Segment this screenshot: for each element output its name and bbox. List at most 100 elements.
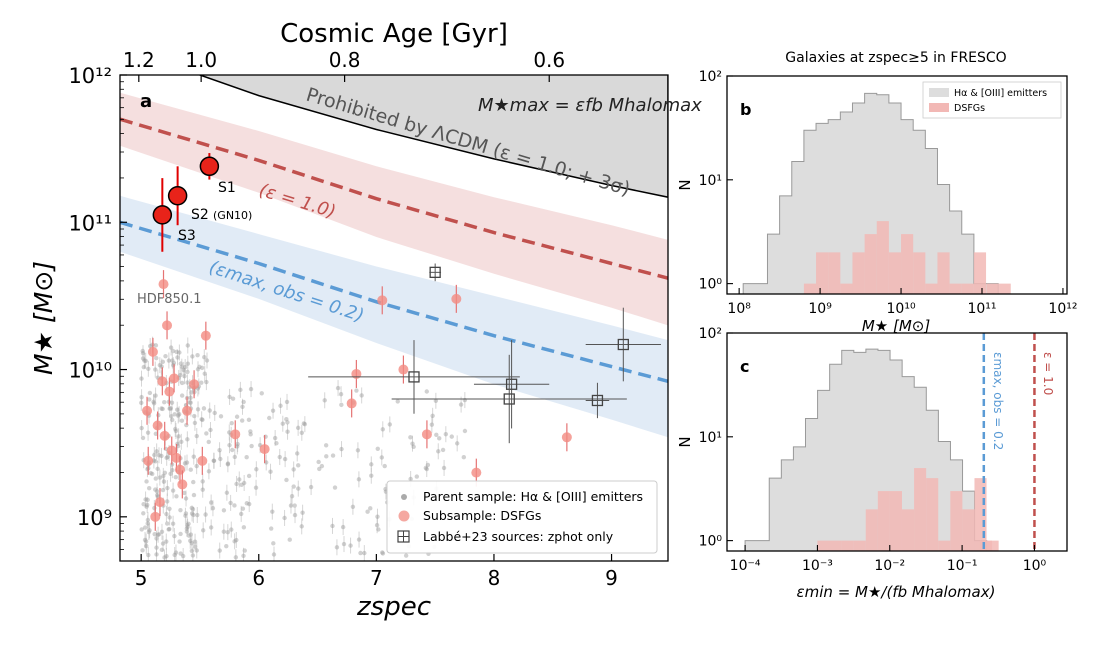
parent-point — [172, 412, 177, 417]
parent-point — [146, 552, 151, 558]
parent-point — [170, 417, 175, 423]
dsfg-point — [174, 464, 185, 475]
parent-point — [208, 500, 214, 505]
parent-point — [139, 400, 144, 406]
red-histogram-bar — [840, 283, 853, 294]
dsfg-point — [166, 445, 177, 456]
y-tick-label: 10⁹ — [77, 506, 112, 530]
legend-b-gray-label: Hα & [OIII] emitters — [954, 88, 1047, 99]
parent-point — [259, 391, 264, 396]
parent-point — [408, 435, 413, 440]
parent-point — [374, 523, 380, 528]
panel-c-ticks: 10⁻⁴ 10⁻³ 10⁻² 10⁻¹ 10⁰ 10⁰ 10¹ 10² — [699, 326, 1047, 574]
parent-point — [232, 539, 237, 544]
parent-point — [195, 353, 200, 358]
parent-point — [229, 420, 234, 426]
parent-point — [141, 511, 146, 516]
parent-point — [218, 456, 223, 462]
parent-point — [195, 512, 200, 518]
red-histogram-bar — [950, 491, 963, 551]
parent-point — [440, 447, 446, 453]
parent-point — [178, 531, 183, 537]
parent-point — [217, 448, 222, 453]
parent-point — [185, 343, 190, 348]
dsfg-point — [421, 429, 432, 440]
parent-point — [269, 526, 274, 531]
dsfg-point — [471, 467, 482, 478]
dsfg-point — [154, 497, 165, 508]
parent-point — [241, 525, 247, 530]
parent-point — [194, 433, 199, 439]
red-histogram-bar — [876, 221, 889, 294]
panel-b-title: Galaxies at zspec≥5 in FRESCO — [785, 50, 1006, 66]
parent-point — [173, 428, 179, 434]
parent-point — [188, 467, 193, 472]
panel-c-label: c — [740, 357, 749, 376]
parent-point — [174, 494, 179, 499]
red-histogram-bar — [864, 234, 877, 294]
parent-point — [200, 528, 206, 533]
mmax-formula: M★max = εfb Mhalomax — [478, 95, 702, 116]
parent-point — [221, 508, 227, 513]
parent-point — [339, 402, 344, 408]
parent-point — [458, 402, 464, 407]
parent-point — [299, 524, 304, 529]
parent-point — [167, 406, 172, 411]
parent-point — [410, 441, 415, 446]
parent-point — [249, 443, 254, 449]
parent-point — [300, 510, 305, 515]
parent-point — [280, 421, 285, 426]
dsfg-point — [351, 368, 362, 379]
parent-point — [179, 380, 185, 386]
parent-point — [164, 455, 169, 461]
parent-point — [461, 455, 467, 460]
parent-point — [246, 417, 252, 423]
dsfg-point — [451, 293, 462, 304]
hist-y-tick-label: 10¹ — [699, 430, 722, 446]
red-histogram-bar — [949, 283, 962, 294]
parent-point — [183, 513, 188, 518]
parent-point — [159, 547, 165, 552]
parent-point — [147, 397, 152, 402]
legend-b-gray-swatch — [929, 88, 949, 97]
parent-point — [144, 479, 149, 484]
parent-point — [167, 515, 172, 520]
parent-point — [185, 369, 190, 375]
parent-point — [140, 356, 146, 361]
highlight-point-S1 — [199, 156, 220, 177]
top-axis-title: Cosmic Age [Gyr] — [280, 19, 508, 49]
parent-point — [291, 484, 296, 489]
parent-point — [160, 541, 166, 546]
parent-point — [359, 393, 364, 398]
parent-point — [218, 414, 224, 419]
dsfg-point — [200, 330, 211, 341]
parent-point — [230, 447, 235, 453]
panel-b-x-title: M★ [M⊙] — [862, 317, 931, 335]
parent-point — [192, 413, 197, 419]
parent-point — [200, 417, 205, 422]
epsilon-1-line — [120, 117, 668, 280]
parent-point — [340, 524, 346, 530]
parent-point — [165, 521, 170, 526]
parent-point — [178, 372, 183, 378]
epsilon-0.2-line — [120, 220, 668, 383]
parent-point — [380, 427, 385, 432]
parent-point — [241, 480, 247, 486]
parent-point — [192, 539, 198, 544]
dsfg-point — [158, 279, 169, 290]
parent-point — [188, 532, 194, 537]
parent-point — [155, 532, 161, 537]
parent-point — [165, 499, 170, 504]
parent-point — [285, 429, 290, 434]
red-histogram-bar — [841, 540, 854, 551]
parent-point — [430, 413, 435, 419]
red-histogram-bar — [962, 509, 975, 551]
parent-point — [180, 553, 186, 559]
hist-x-tick-label: 10⁻² — [874, 558, 905, 574]
parent-point — [161, 479, 167, 484]
parent-point — [228, 500, 233, 506]
parent-point — [302, 421, 308, 427]
red-histogram-bar — [973, 252, 987, 294]
parent-point — [191, 479, 196, 485]
parent-point — [270, 408, 276, 413]
